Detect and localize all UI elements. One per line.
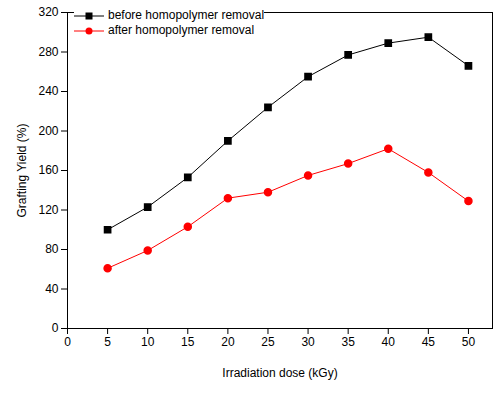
svg-text:50: 50 <box>462 335 476 349</box>
svg-text:30: 30 <box>301 335 315 349</box>
svg-text:10: 10 <box>141 335 155 349</box>
svg-text:80: 80 <box>45 242 59 256</box>
svg-text:5: 5 <box>104 335 111 349</box>
svg-text:160: 160 <box>38 163 58 177</box>
html-text:after homopolymer removal: after homopolymer removal <box>108 23 255 37</box>
svg-text:240: 240 <box>38 84 58 98</box>
svg-text:200: 200 <box>38 124 58 138</box>
svg-text:0: 0 <box>64 335 71 349</box>
svg-text:Grafting Yield (%): Grafting Yield (%) <box>15 123 29 217</box>
svg-text:0: 0 <box>52 321 59 335</box>
svg-text:35: 35 <box>341 335 355 349</box>
svg-text:120: 120 <box>38 203 58 217</box>
svg-text:Irradiation dose (kGy): Irradiation dose (kGy) <box>222 366 337 380</box>
svg-text:25: 25 <box>261 335 275 349</box>
html-text:before homopolymer removal: before homopolymer removal <box>108 8 265 22</box>
svg-text:45: 45 <box>422 335 436 349</box>
svg-text:320: 320 <box>38 5 58 19</box>
svg-text:280: 280 <box>38 45 58 59</box>
svg-text:20: 20 <box>221 335 235 349</box>
svg-text:15: 15 <box>181 335 195 349</box>
svg-text:40: 40 <box>382 335 396 349</box>
svg-text:40: 40 <box>45 282 59 296</box>
